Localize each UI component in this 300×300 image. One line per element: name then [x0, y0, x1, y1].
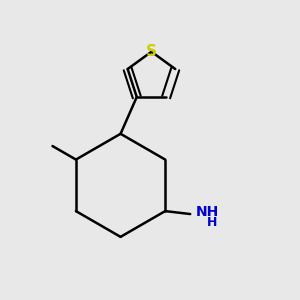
- Text: S: S: [146, 44, 157, 59]
- Text: H: H: [207, 216, 217, 229]
- Text: NH: NH: [196, 205, 219, 219]
